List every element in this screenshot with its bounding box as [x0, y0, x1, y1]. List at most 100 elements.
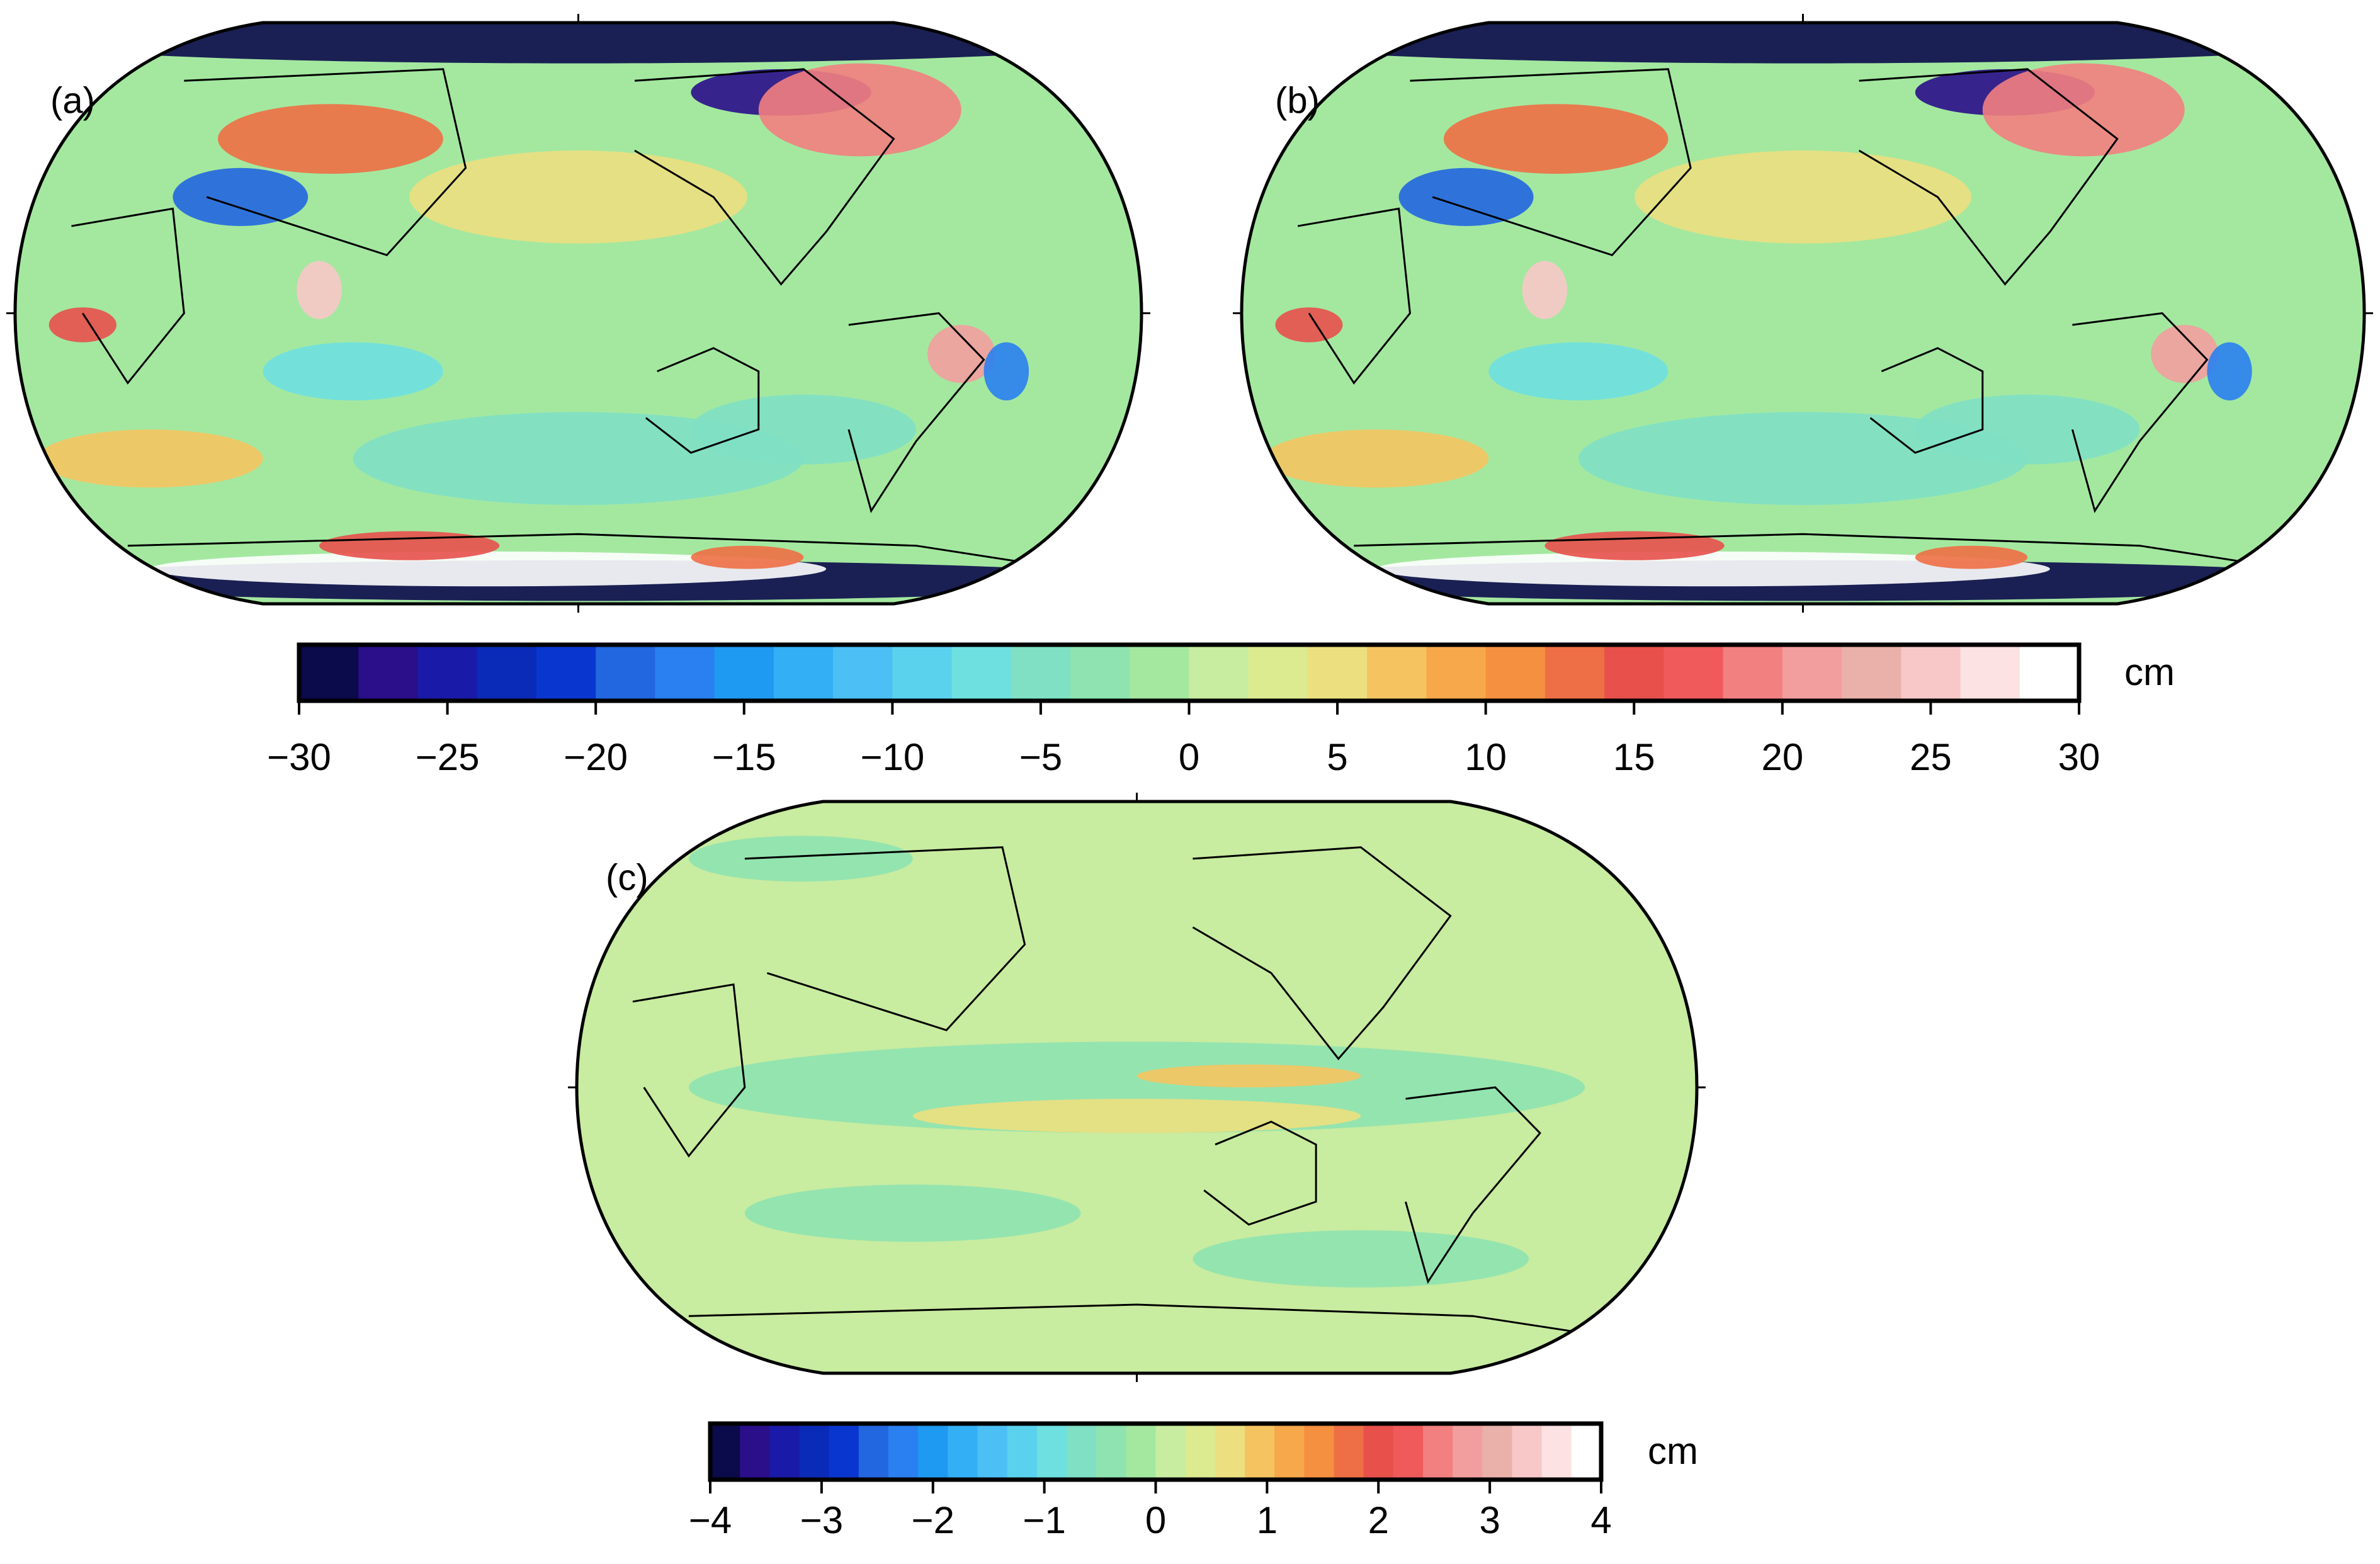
- colorbar-tick-label: −10: [860, 736, 924, 778]
- map-field: [1398, 167, 1534, 227]
- map-field: [927, 324, 995, 383]
- coastline: [1405, 1086, 1541, 1284]
- map-field: [1443, 104, 1669, 174]
- colorbar-segment: [2019, 645, 2080, 701]
- colorbar-segment: [1126, 1424, 1156, 1480]
- map-field: [1275, 307, 1343, 343]
- map-field: [1376, 551, 2050, 587]
- map-field: [218, 104, 443, 174]
- colorbar-tick-label: −15: [712, 736, 776, 778]
- coastline: [127, 533, 1029, 564]
- coastline: [1354, 533, 2252, 564]
- colorbar-tick-label: −20: [564, 736, 628, 778]
- coastline: [71, 207, 185, 385]
- colorbar-segment: [1363, 1424, 1394, 1480]
- colorbar-segment: [1304, 1424, 1334, 1480]
- colorbar-tick-label: 30: [2058, 736, 2100, 778]
- colorbar-segment: [833, 645, 893, 701]
- colorbar-segment: [1842, 645, 1901, 701]
- colorbar-segment: [1541, 1424, 1572, 1480]
- colorbar-segment: [1426, 645, 1487, 701]
- map-field: [1635, 150, 1971, 244]
- colorbar-segment: [918, 1424, 948, 1480]
- map-field: [1242, 23, 2364, 64]
- colorbar-tick-label: 15: [1613, 736, 1655, 778]
- map-field: [319, 531, 500, 560]
- map-field: [1544, 531, 1725, 560]
- colorbar-segment: [714, 645, 774, 701]
- coastline: [634, 68, 895, 286]
- map-field: [1982, 63, 2185, 157]
- coastline: [744, 846, 1026, 1031]
- colorbar-segment: [1011, 645, 1071, 701]
- colorbar-tick-label: 0: [1145, 1499, 1166, 1541]
- coastline: [1203, 1120, 1317, 1226]
- map-panel: [577, 802, 1697, 1373]
- colorbar-segment: [477, 645, 537, 701]
- map-field: [15, 23, 1142, 64]
- coastline: [1858, 68, 2119, 286]
- colorbar-segment: [888, 1424, 919, 1480]
- coastline: [688, 1303, 1585, 1334]
- colorbar-segment: [740, 1424, 770, 1480]
- colorbar-segment: [1423, 1424, 1453, 1480]
- colorbar-segment: [829, 1424, 859, 1480]
- colorbar-segment: [1096, 1424, 1126, 1480]
- colorbar-segment: [1155, 1424, 1186, 1480]
- colorbar-segment: [1067, 1424, 1097, 1480]
- colorbar-segment: [1007, 1424, 1038, 1480]
- map-field: [1136, 1064, 1361, 1087]
- colorbar-segment: [1334, 1424, 1364, 1480]
- colorbar-segment: [1512, 1424, 1543, 1480]
- colorbar-segment: [1544, 645, 1605, 701]
- map-field: [409, 150, 747, 244]
- colorbar-segment: [1307, 645, 1368, 701]
- map-field: [1264, 429, 1489, 488]
- colorbar-tick-label: −30: [267, 736, 331, 778]
- map-field: [2151, 324, 2219, 383]
- map-frame: [13, 21, 1143, 606]
- colorbar-segment: [299, 645, 359, 701]
- colorbar-segment: [951, 645, 1012, 701]
- coastline: [1192, 846, 1452, 1060]
- colorbar-segment: [596, 645, 655, 701]
- colorbar-tick-label: −4: [689, 1499, 732, 1541]
- colorbar-tick-label: 0: [1179, 736, 1199, 778]
- map-field: [691, 545, 804, 569]
- map-field: [263, 342, 443, 400]
- colorbar-tick-label: 5: [1327, 736, 1347, 778]
- panel-label: (b): [1275, 80, 1320, 121]
- colorbar-segment: [1215, 1424, 1245, 1480]
- colorbar-unit: cm: [2124, 651, 2175, 693]
- coastline: [847, 312, 985, 513]
- colorbar-segment: [977, 1424, 1008, 1480]
- panel-label: (a): [50, 80, 95, 121]
- map-panel: [15, 23, 1142, 604]
- colorbar-segment: [892, 645, 953, 701]
- colorbar-segment: [1453, 1424, 1483, 1480]
- map-field: [744, 1184, 1081, 1242]
- map-field: [1915, 394, 2140, 465]
- map-field: [1522, 261, 1568, 319]
- map-field: [1488, 342, 1669, 400]
- colorbar-tick-label: 3: [1479, 1499, 1500, 1541]
- colorbar-segment: [1130, 645, 1189, 701]
- colorbar-tick-label: 2: [1368, 1499, 1389, 1541]
- colorbar-tick-label: 1: [1257, 1499, 1278, 1541]
- coastline: [1869, 347, 1984, 454]
- colorbar-tick-label: −2: [912, 1499, 955, 1541]
- coastline: [1410, 68, 1692, 256]
- colorbar-tick-label: 25: [1910, 736, 1952, 778]
- coastline: [1297, 207, 1412, 385]
- colorbar-segment: [1571, 1424, 1602, 1480]
- colorbar-segment: [1393, 1424, 1424, 1480]
- colorbar-segment: [858, 1424, 889, 1480]
- colorbar-segment: [536, 645, 596, 701]
- map-field: [1915, 545, 2028, 569]
- colorbar-segment: [655, 645, 715, 701]
- coastline: [2071, 312, 2209, 513]
- coastline: [632, 983, 746, 1158]
- colorbar-tick-label: 4: [1590, 1499, 1611, 1541]
- colorbar-segment: [1189, 645, 1249, 701]
- colorbar-segment: [1367, 645, 1427, 701]
